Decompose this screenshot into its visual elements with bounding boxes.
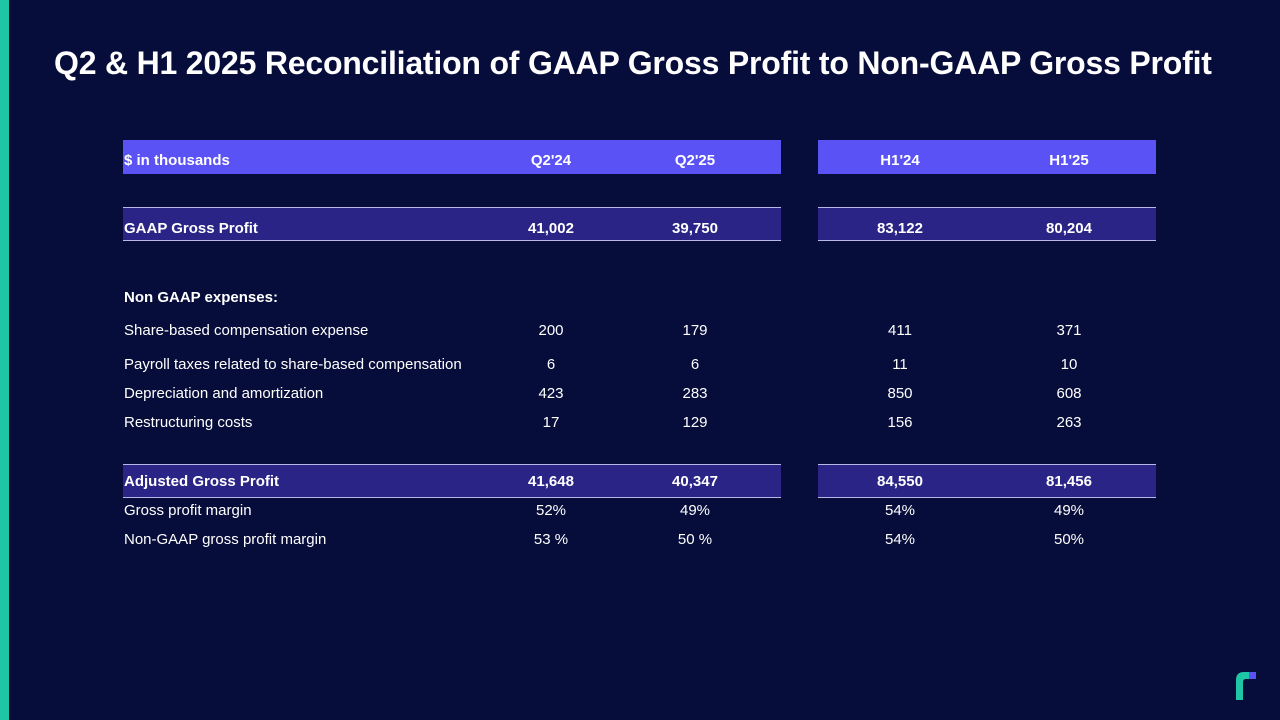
page-title: Q2 & H1 2025 Reconciliation of GAAP Gros…: [54, 45, 1212, 81]
row-label: Restructuring costs: [124, 414, 253, 431]
header-col-h1-24: H1'24: [880, 152, 920, 169]
adjusted-band-quarter: [123, 464, 781, 498]
adjusted-label: Adjusted Gross Profit: [124, 473, 280, 490]
gaap-value: 83,122: [877, 220, 923, 237]
row-value: 411: [888, 322, 912, 339]
header-band-halfyear: [818, 140, 1156, 174]
header-label: $ in thousands: [124, 152, 230, 169]
section-label: Non GAAP expenses:: [124, 289, 278, 306]
row-value: 52%: [535, 502, 567, 519]
header-col-h1-25: H1'25: [1049, 152, 1089, 169]
row-value: 50%: [1053, 531, 1085, 548]
row-value: 6: [690, 356, 700, 373]
row-label: Payroll taxes related to share-based com…: [124, 356, 462, 373]
accent-bar: [0, 0, 9, 720]
row-value: 423: [538, 385, 564, 402]
adjusted-value: 84,550: [877, 473, 923, 490]
row-value: 156: [887, 414, 913, 431]
brand-logo-icon: [1236, 672, 1256, 700]
row-value: 54%: [884, 531, 916, 548]
adjusted-value: 41,648: [528, 473, 574, 490]
row-value: 10: [1060, 356, 1078, 373]
row-value: 608: [1056, 385, 1082, 402]
adjusted-band-halfyear: [818, 464, 1156, 498]
gaap-value: 39,750: [672, 220, 718, 237]
row-value: 11: [892, 356, 908, 373]
row-label: Non-GAAP gross profit margin: [124, 531, 327, 548]
row-label: Depreciation and amortization: [124, 385, 324, 402]
row-value: 850: [887, 385, 913, 402]
row-value: 49%: [1053, 502, 1085, 519]
row-value: 6: [546, 356, 556, 373]
row-value: 283: [682, 385, 708, 402]
row-value: 50 %: [677, 531, 713, 548]
gaap-value: 41,002: [528, 220, 574, 237]
gaap-value: 80,204: [1046, 220, 1092, 237]
row-label: Share-based compensation expense: [124, 322, 369, 339]
row-value: 17: [542, 414, 560, 431]
row-value: 49%: [679, 502, 711, 519]
adjusted-value: 40,347: [672, 473, 718, 490]
row-value: 129: [682, 414, 708, 431]
header-col-q2-24: Q2'24: [530, 152, 572, 169]
row-value: 200: [538, 322, 564, 339]
row-value: 53 %: [533, 531, 569, 548]
gaap-band-quarter: [123, 207, 781, 241]
row-value: 371: [1056, 322, 1082, 339]
header-col-q2-25: Q2'25: [674, 152, 716, 169]
gaap-band-halfyear: [818, 207, 1156, 241]
row-value: 179: [682, 322, 708, 339]
row-value: 54%: [884, 502, 916, 519]
adjusted-value: 81,456: [1046, 473, 1092, 490]
row-value: 263: [1056, 414, 1082, 431]
gaap-label: GAAP Gross Profit: [124, 220, 258, 237]
row-label: Gross profit margin: [124, 502, 252, 519]
header-band-quarter: [123, 140, 781, 174]
